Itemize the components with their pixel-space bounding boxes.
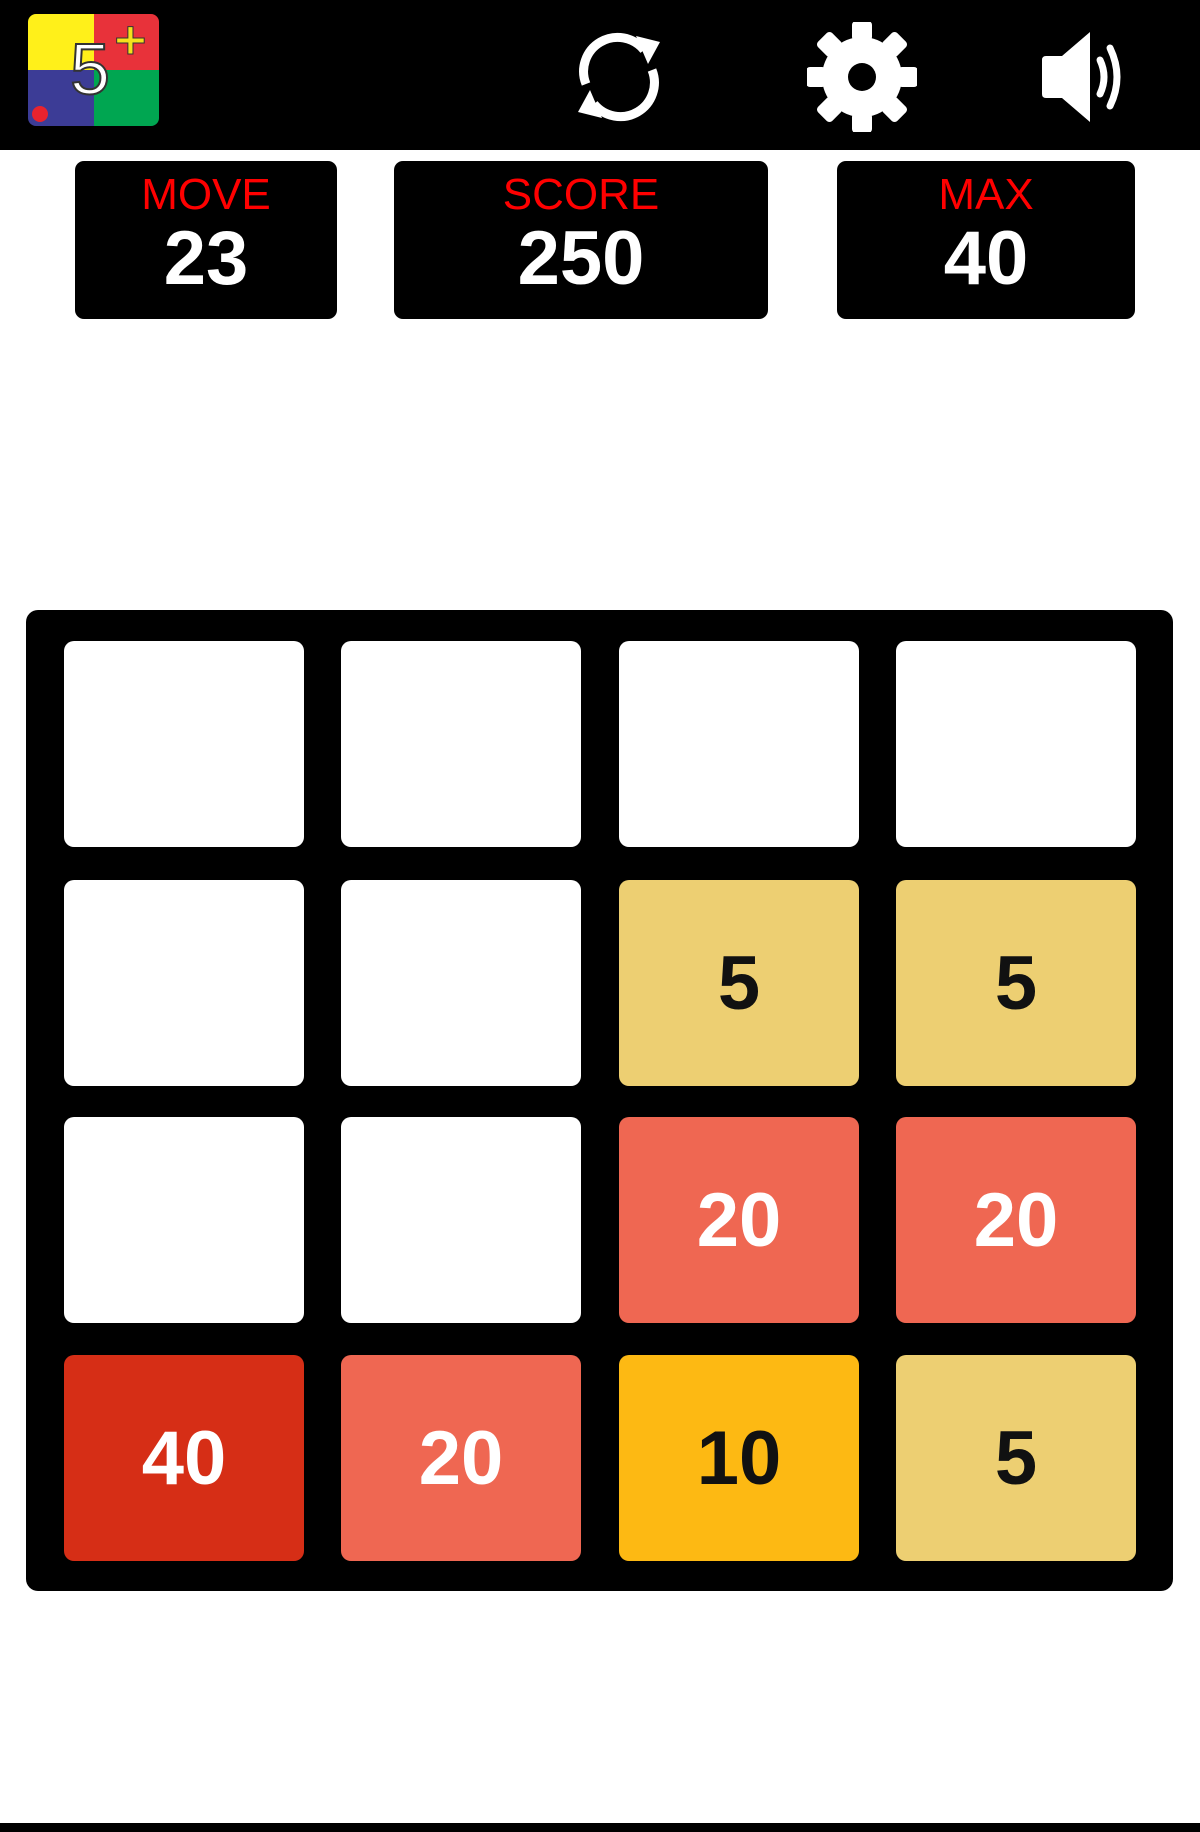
- score-label: SCORE: [502, 170, 660, 219]
- tile-empty: [896, 641, 1136, 847]
- refresh-icon: [578, 32, 660, 122]
- top-bar: 5 +: [0, 0, 1200, 150]
- tile-20: 20: [896, 1117, 1136, 1323]
- tile-empty: [64, 1117, 304, 1323]
- tile-empty: [64, 641, 304, 847]
- tile-empty: [341, 1117, 581, 1323]
- restart-button[interactable]: [564, 22, 674, 132]
- gear-icon: [806, 21, 918, 133]
- max-counter: MAX 40: [837, 161, 1135, 319]
- sound-button[interactable]: [1032, 22, 1142, 132]
- bottom-divider: [0, 1823, 1200, 1832]
- game-board[interactable]: 5 5 20 20 40 20 10 5: [26, 610, 1173, 1591]
- tile-empty: [341, 880, 581, 1086]
- max-value: 40: [943, 216, 1029, 301]
- move-value: 23: [163, 216, 249, 301]
- tile-empty: [619, 641, 859, 847]
- tile-20: 20: [619, 1117, 859, 1323]
- tile-empty: [341, 641, 581, 847]
- tile-empty: [64, 880, 304, 1086]
- settings-button[interactable]: [806, 21, 918, 133]
- tile-10: 10: [619, 1355, 859, 1561]
- tile-20: 20: [341, 1355, 581, 1561]
- max-label: MAX: [938, 170, 1034, 219]
- tile-5: 5: [896, 1355, 1136, 1561]
- app-logo: 5 +: [28, 14, 159, 126]
- tile-5: 5: [896, 880, 1136, 1086]
- tile-5: 5: [619, 880, 859, 1086]
- score-counter: SCORE 250: [394, 161, 768, 319]
- move-label: MOVE: [141, 170, 271, 219]
- tile-40: 40: [64, 1355, 304, 1561]
- move-counter: MOVE 23: [75, 161, 337, 319]
- speaker-icon: [1042, 32, 1121, 122]
- score-value: 250: [517, 216, 645, 301]
